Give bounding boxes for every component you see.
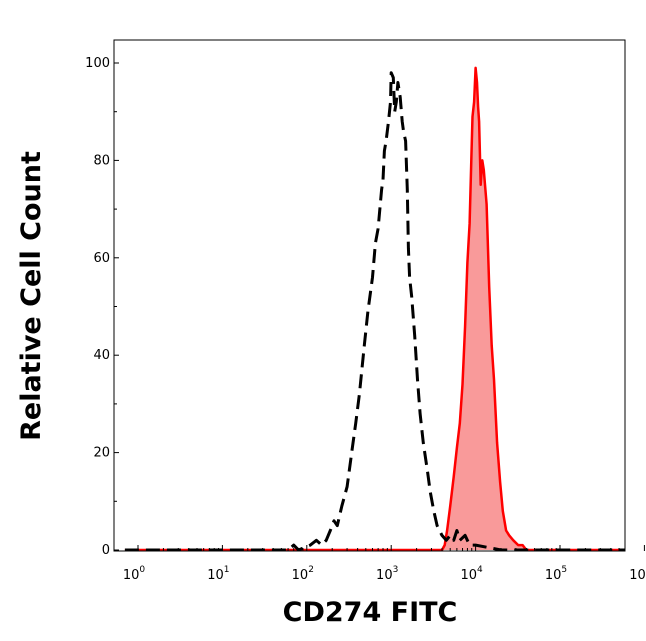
control-histogram-line [124, 71, 625, 551]
y-tick-label: 80 [93, 153, 110, 168]
x-axis: 100 101 102 103 104 105 106 [123, 545, 646, 583]
y-tick-label: 0 [102, 543, 110, 558]
stained-histogram-line [124, 66, 625, 551]
y-axis: 0 20 40 60 80 100 [85, 56, 119, 558]
x-tick-label: 101 [207, 565, 229, 583]
x-tick-label: 102 [292, 565, 314, 583]
y-tick-label: 20 [93, 446, 110, 461]
x-tick-label: 106 [629, 565, 646, 583]
y-tick-label: 60 [93, 251, 110, 266]
x-tick-label: 105 [545, 565, 567, 583]
x-tick-label: 100 [123, 565, 146, 583]
x-tick-label: 103 [376, 565, 398, 583]
x-tick-label: 104 [460, 565, 483, 583]
x-axis-title: CD274 FITC [283, 597, 458, 628]
y-axis-title: Relative Cell Count [16, 151, 47, 441]
y-tick-label: 100 [85, 56, 110, 71]
y-tick-label: 40 [93, 348, 110, 363]
plot-frame [113, 39, 626, 552]
series-layer [124, 66, 625, 551]
